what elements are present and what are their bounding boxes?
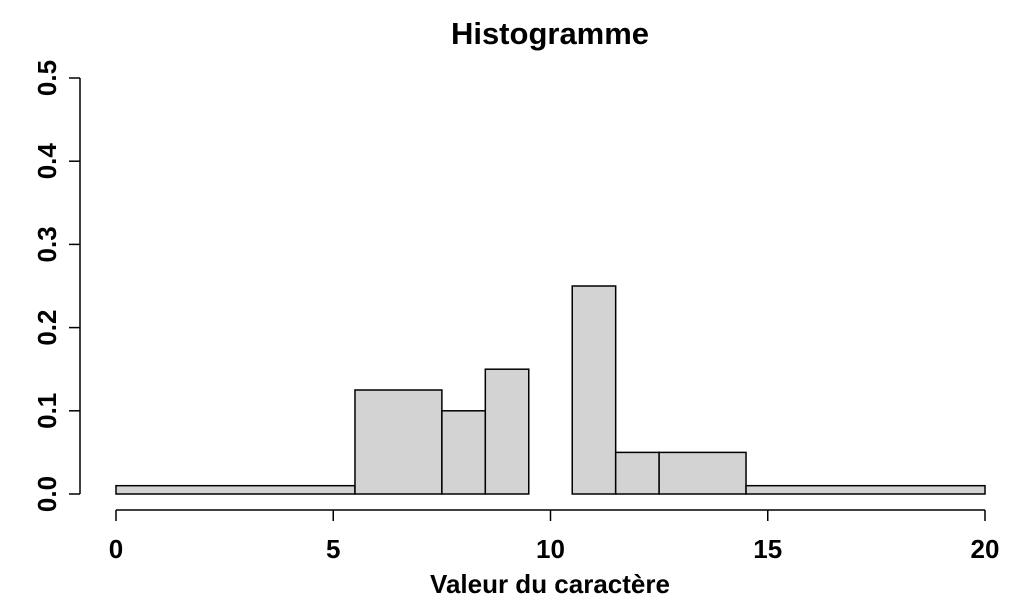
x-tick-label: 0 xyxy=(109,534,123,564)
x-tick-label: 20 xyxy=(971,534,1000,564)
y-tick-label: 0.4 xyxy=(32,143,62,180)
histogram-bar-8 xyxy=(745,484,986,495)
x-tick-label: 5 xyxy=(326,534,340,564)
histogram-bar-2 xyxy=(441,410,487,495)
y-tick-label: 0.1 xyxy=(32,393,62,429)
histogram-bar-0 xyxy=(115,484,356,495)
histogram-bar-5 xyxy=(571,285,617,495)
x-axis-label: Valeur du caractère xyxy=(430,569,670,599)
histogram-bar-3 xyxy=(484,368,530,495)
histogram-bar-6 xyxy=(614,451,660,495)
x-tick-label: 10 xyxy=(536,534,565,564)
y-tick-label: 0.3 xyxy=(32,226,62,262)
x-axis: 0 5 10 15 20 xyxy=(109,509,1000,564)
y-tick-label: 0.2 xyxy=(32,310,62,346)
x-tick-label: 15 xyxy=(753,534,782,564)
bars-layer xyxy=(115,285,986,495)
y-tick-label: 0.5 xyxy=(32,60,62,96)
y-axis: 0.0 0.1 0.2 0.3 0.4 0.5 xyxy=(32,60,81,512)
y-tick-label: 0.0 xyxy=(32,476,62,512)
histogram-bar-1 xyxy=(354,389,443,495)
histogram-bar-7 xyxy=(658,451,747,495)
chart-title: Histogramme xyxy=(451,16,649,51)
